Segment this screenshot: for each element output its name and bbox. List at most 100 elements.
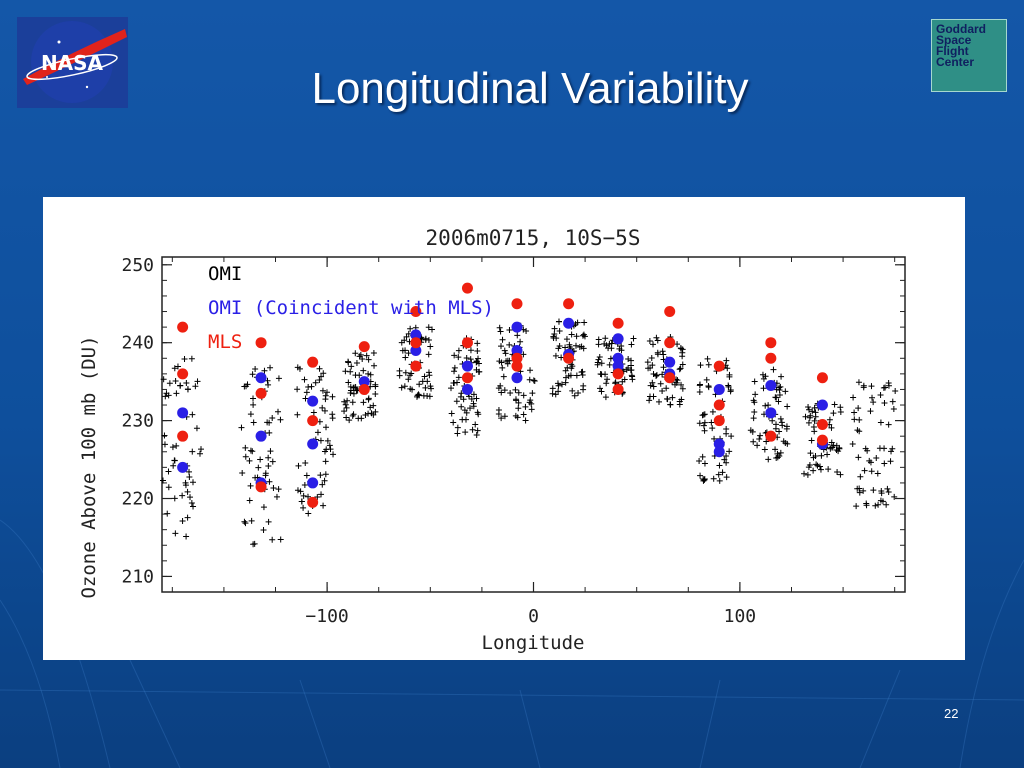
y-tick-label: 230 (121, 411, 154, 432)
x-tick-label: 0 (528, 606, 539, 627)
omi-point (566, 341, 573, 348)
legend: OMI OMI (Coincident with MLS) MLS (208, 263, 494, 353)
omi-point (507, 389, 514, 396)
mls-point (461, 372, 473, 384)
omi-coincident-point (612, 352, 624, 364)
omi-coincident-point (713, 438, 725, 450)
omi-point (265, 454, 272, 461)
omi-point (773, 421, 780, 428)
omi-point (826, 416, 833, 423)
omi-point (398, 384, 405, 391)
omi-point (606, 361, 613, 368)
nasa-logo: NASA (17, 17, 128, 108)
omi-point (170, 462, 177, 469)
omi-point (881, 445, 888, 452)
omi-point (515, 389, 522, 396)
omi-point (563, 336, 570, 343)
omi-point (522, 403, 529, 410)
omi-point (556, 327, 563, 334)
omi-point (267, 448, 274, 455)
omi-point (514, 332, 521, 339)
omi-point (834, 468, 841, 475)
omi-point (710, 475, 717, 482)
omi-point (677, 365, 684, 372)
omi-point (473, 432, 480, 439)
omi-point (365, 356, 372, 363)
mls-point (765, 352, 777, 364)
omi-coincident-point (664, 356, 676, 368)
omi-point (750, 438, 757, 445)
omi-point (531, 377, 538, 384)
omi-point (265, 381, 272, 388)
omi-point (890, 405, 897, 412)
omi-point (302, 460, 309, 467)
omi-point (549, 390, 556, 397)
omi-point (708, 419, 715, 426)
omi-point (262, 470, 269, 477)
omi-point (498, 343, 505, 350)
omi-point (171, 495, 178, 502)
mls-point (664, 372, 676, 384)
omi-point (751, 378, 758, 385)
omi-point (318, 373, 325, 380)
omi-point (645, 365, 652, 372)
omi-point (751, 408, 758, 415)
omi-point (513, 397, 520, 404)
omi-point (192, 383, 199, 390)
omi-point (184, 386, 191, 393)
omi-point (703, 376, 710, 383)
omi-point (314, 429, 321, 436)
omi-point (884, 485, 891, 492)
omi-coincident-point (461, 360, 473, 372)
omi-point (883, 501, 890, 508)
omi-point (808, 437, 815, 444)
omi-point (451, 364, 458, 371)
omi-point (679, 361, 686, 368)
omi-point (837, 471, 844, 478)
omi-point (760, 375, 767, 382)
omi-point (867, 408, 874, 415)
omi-point (597, 371, 604, 378)
omi-point (873, 455, 880, 462)
omi-point (427, 343, 434, 350)
omi-point (725, 382, 732, 389)
omi-point (308, 383, 315, 390)
omi-point (763, 438, 770, 445)
omi-coincident-point (255, 430, 267, 442)
omi-point (579, 371, 586, 378)
omi-point (567, 372, 574, 379)
omi-point (242, 520, 249, 527)
omi-point (853, 503, 860, 510)
omi-point (571, 392, 578, 399)
chart-panel: 2006m0715, 10S−5S 210 220 230 240 250 −100 0 1… (43, 197, 965, 660)
omi-point (255, 464, 262, 471)
gsfc-line: Space (936, 33, 972, 47)
omi-point (344, 397, 351, 404)
omi-point (273, 493, 280, 500)
page-number: 22 (944, 706, 959, 721)
omi-point (187, 494, 194, 501)
omi-coincident-point (410, 329, 422, 341)
gsfc-line: Flight (936, 44, 969, 58)
omi-point (246, 457, 253, 464)
omi-point (316, 377, 323, 384)
omi-point (721, 456, 728, 463)
omi-point (527, 367, 534, 374)
mls-point (713, 360, 725, 372)
omi-coincident-point (177, 461, 189, 473)
omi-coincident-point (612, 333, 624, 345)
omi-point (269, 536, 276, 543)
omi-coincident-point (255, 372, 267, 384)
omi-point (806, 406, 813, 413)
mls-point (410, 306, 422, 318)
omi-point (621, 376, 628, 383)
omi-point (476, 368, 483, 375)
omi-point (774, 454, 781, 461)
omi-point (772, 394, 779, 401)
omi-point (817, 466, 824, 473)
omi-coincident-point (612, 360, 624, 372)
omi-point (320, 370, 327, 377)
omi-point (627, 367, 634, 374)
omi-point (709, 425, 716, 432)
omi-point (526, 376, 533, 383)
